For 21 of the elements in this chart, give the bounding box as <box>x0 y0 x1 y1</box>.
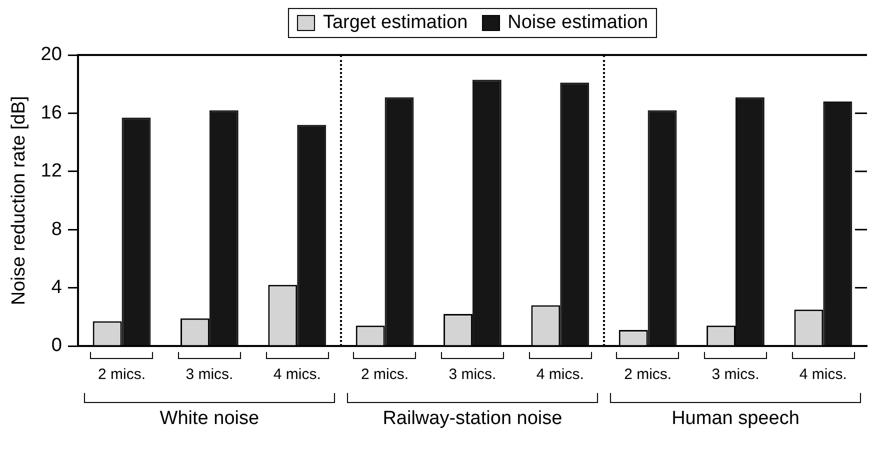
x-tick-label: 3 mics. <box>448 366 496 384</box>
x-tick-label: 4 mics. <box>273 366 321 384</box>
x-tick-label: 2 mics. <box>624 366 672 384</box>
x-tick-label: 3 mics. <box>712 366 760 384</box>
y-tick-label: 8 <box>51 218 62 240</box>
y-axis-title: Noise reduction rate [dB] <box>8 96 30 306</box>
x-tick-label: 2 mics. <box>98 366 146 384</box>
text: Railway-station noise <box>382 408 562 430</box>
x-tick-label: 3 mics. <box>186 366 234 384</box>
y-tick-label: 16 <box>40 102 62 124</box>
y-tick-label: 0 <box>51 335 62 356</box>
x-tick-label: 4 mics. <box>799 366 847 384</box>
legend-label: Target estimation <box>322 12 468 34</box>
y-tick-label: 12 <box>40 160 62 182</box>
x-tick-label: 2 mics. <box>361 366 409 384</box>
y-tick-label: 4 <box>51 277 62 298</box>
text: Human speech <box>672 408 800 430</box>
legend-label: Noise estimation <box>508 12 648 34</box>
y-tick-label: 20 <box>40 44 62 66</box>
text: White noise <box>160 408 260 430</box>
x-tick-label: 4 mics. <box>536 366 584 384</box>
